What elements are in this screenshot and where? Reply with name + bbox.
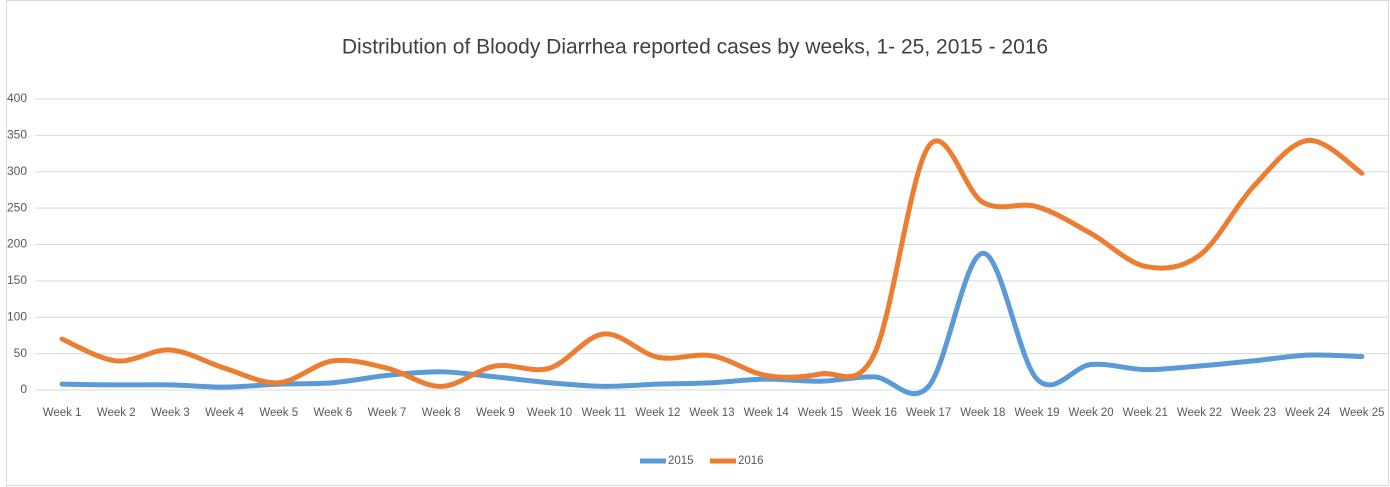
x-tick-label: Week 22 — [1177, 407, 1222, 419]
y-tick-label: 350 — [7, 128, 27, 142]
legend-label: 2015 — [668, 455, 694, 467]
y-tick-label: 100 — [7, 309, 27, 323]
y-tick-label: 150 — [7, 273, 27, 287]
legend-label: 2016 — [738, 455, 764, 467]
chart-title: Distribution of Bloody Diarrhea reported… — [342, 36, 1048, 59]
x-tick-label: Week 7 — [368, 407, 407, 419]
x-tick-label: Week 25 — [1339, 407, 1384, 419]
x-tick-label: Week 8 — [422, 407, 461, 419]
x-tick-label: Week 4 — [205, 407, 244, 419]
x-tick-label: Week 9 — [476, 407, 515, 419]
y-tick-label: 200 — [7, 237, 27, 251]
y-tick-label: 50 — [14, 346, 28, 360]
x-tick-label: Week 6 — [313, 407, 352, 419]
x-tick-label: Week 1 — [43, 407, 82, 419]
x-tick-label: Week 2 — [97, 407, 136, 419]
x-tick-label: Week 5 — [259, 407, 298, 419]
x-tick-label: Week 17 — [906, 407, 951, 419]
y-tick-label: 0 — [20, 382, 27, 396]
x-tick-label: Week 10 — [527, 407, 572, 419]
x-tick-label: Week 3 — [151, 407, 190, 419]
chart-border — [6, 0, 1389, 486]
x-tick-label: Week 15 — [798, 407, 843, 419]
y-tick-label: 250 — [7, 200, 27, 214]
x-tick-label: Week 11 — [582, 407, 626, 419]
x-tick-label: Week 18 — [960, 407, 1005, 419]
x-tick-label: Week 21 — [1123, 407, 1168, 419]
x-tick-label: Week 20 — [1069, 407, 1114, 419]
x-tick-label: Week 23 — [1231, 407, 1276, 419]
x-tick-label: Week 12 — [635, 407, 680, 419]
x-tick-label: Week 14 — [744, 407, 790, 419]
x-tick-label: Week 13 — [689, 407, 734, 419]
series-line — [59, 137, 1365, 389]
y-tick-label: 400 — [7, 91, 27, 105]
x-tick-label: Week 19 — [1014, 407, 1059, 419]
y-tick-label: 300 — [7, 164, 27, 178]
x-tick-label: Week 16 — [852, 407, 897, 419]
x-tick-label: Week 24 — [1285, 407, 1331, 419]
